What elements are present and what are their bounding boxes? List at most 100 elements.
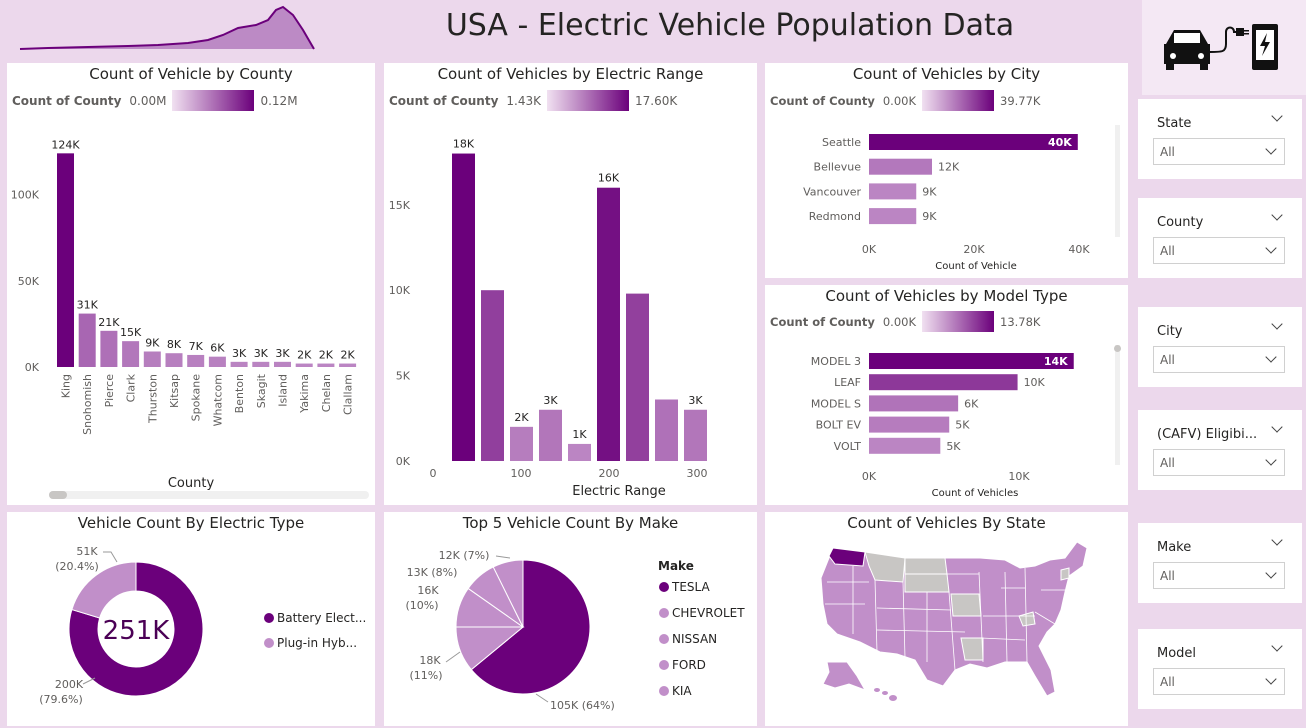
x-tick-label: 200: [599, 467, 620, 480]
data-label: 21K: [98, 316, 120, 329]
vertical-scrollbar[interactable]: [1115, 125, 1120, 237]
data-label: 2K: [297, 349, 312, 362]
slicer-dropdown[interactable]: All: [1153, 237, 1285, 264]
legend-entry: CHEVROLET: [672, 606, 745, 620]
vertical-scrollbar[interactable]: [1114, 345, 1121, 465]
map-state-gray[interactable]: [864, 551, 906, 583]
chevron-down-icon[interactable]: [1265, 673, 1277, 685]
legend-marker: [659, 634, 669, 644]
usa-state-map[interactable]: [765, 512, 1128, 726]
donut-center-label: 251K: [103, 616, 171, 646]
data-label: 18K: [453, 138, 475, 151]
legend-entry: KIA: [672, 684, 692, 698]
legend-marker: [659, 686, 669, 696]
slicer-title: City: [1157, 324, 1183, 339]
chevron-down-icon[interactable]: [1265, 567, 1277, 579]
slicer-dropdown[interactable]: All: [1153, 346, 1285, 373]
map-state-gray[interactable]: [1018, 611, 1036, 627]
legend-label: Count of County: [389, 93, 499, 108]
slicer-state[interactable]: State All: [1138, 99, 1302, 179]
bar: [869, 374, 1018, 391]
data-label: 12K (7%): [439, 549, 490, 562]
slicer-dropdown[interactable]: All: [1153, 449, 1285, 476]
legend-entry: Battery Elect...: [277, 611, 366, 625]
slicer-title: Make: [1157, 540, 1192, 555]
county-chart-legend: Count of County 0.00M 0.12M: [12, 90, 298, 111]
chevron-down-icon[interactable]: [1265, 242, 1277, 254]
chevron-down-icon[interactable]: [1271, 110, 1283, 122]
slicer-county[interactable]: County All: [1138, 198, 1302, 278]
x-tick-label: Pierce: [103, 374, 116, 408]
map-state-gray[interactable]: [904, 557, 948, 575]
chevron-down-icon[interactable]: [1265, 351, 1277, 363]
scrollbar-thumb[interactable]: [49, 491, 67, 499]
chevron-down-icon[interactable]: [1271, 318, 1283, 330]
chevron-down-icon[interactable]: [1271, 209, 1283, 221]
city-chart-title: Count of Vehicles by City: [852, 65, 1041, 83]
pie-slice: [470, 559, 591, 695]
legend-marker: [659, 660, 669, 670]
map-state-gray[interactable]: [950, 593, 982, 617]
data-label: 15K: [120, 326, 142, 339]
legend-title: Make: [658, 559, 694, 573]
chevron-down-icon[interactable]: [1271, 534, 1283, 546]
bar: [869, 208, 917, 225]
legend-label: Count of County: [770, 93, 875, 108]
slicer-model[interactable]: Model All: [1138, 629, 1302, 709]
horizontal-scrollbar[interactable]: [49, 491, 369, 499]
state-map-card: Count of Vehicles By State: [765, 512, 1128, 726]
y-tick-label: 100K: [11, 189, 40, 202]
x-axis-title: Count of Vehicles: [932, 488, 1019, 499]
scrollbar-thumb[interactable]: [1114, 345, 1121, 352]
make-chart-title: Top 5 Vehicle Count By Make: [462, 514, 679, 532]
leader-line: [445, 651, 461, 663]
map-state-gray[interactable]: [960, 637, 984, 661]
x-tick-label: Skagit: [255, 373, 268, 408]
map-state-alaska[interactable]: [822, 661, 867, 691]
data-label: 200K: [55, 678, 84, 691]
slicer-cafv[interactable]: (CAFV) Eligibi... All: [1138, 410, 1302, 490]
x-tick-label: Thurston: [146, 374, 159, 424]
map-state-gray[interactable]: [904, 573, 950, 593]
city-bar-chart: Seattle 40K Bellevue 12K Vancouver 9K Redmond 9…: [803, 134, 1090, 272]
chevron-down-icon[interactable]: [1271, 640, 1283, 652]
bar: [869, 134, 1078, 150]
map-state-washington[interactable]: [828, 547, 866, 567]
legend-marker: [659, 608, 669, 618]
slicer-make[interactable]: Make All: [1138, 523, 1302, 603]
data-label: 6K: [964, 397, 979, 410]
leader-line: [103, 551, 118, 563]
legend-gradient: [546, 90, 629, 111]
donut-slice: [71, 561, 137, 619]
bar: [252, 361, 270, 367]
data-label: 14K: [1044, 355, 1068, 368]
y-tick-label: 10K: [389, 284, 411, 297]
slicer-title: State: [1157, 116, 1192, 131]
x-tick-label: 20K: [963, 243, 985, 256]
bar: [869, 183, 917, 200]
slicer-city[interactable]: City All: [1138, 307, 1302, 387]
chevron-down-icon[interactable]: [1271, 421, 1283, 433]
y-tick-label: Bellevue: [814, 161, 862, 174]
y-tick-label: Redmond: [809, 210, 861, 223]
legend-gradient: [172, 90, 255, 111]
x-tick-label: 40K: [1068, 243, 1090, 256]
map-state-gray[interactable]: [1060, 567, 1070, 581]
model-bar-chart: MODEL 3 14K LEAF 10K MODEL S 6K BOLT EV 5K VOLT 5…: [811, 353, 1074, 499]
map-state-hawaii[interactable]: [874, 688, 897, 701]
range-chart-card: Count of Vehicles by Electric Range Coun…: [384, 63, 757, 505]
chevron-down-icon[interactable]: [1265, 454, 1277, 466]
slicer-dropdown[interactable]: All: [1153, 138, 1285, 165]
data-label: 18K: [419, 654, 441, 667]
chevron-down-icon[interactable]: [1265, 143, 1277, 155]
data-label: 9K: [922, 185, 937, 198]
legend-entry: FORD: [672, 658, 706, 672]
data-label: 105K (64%): [550, 699, 615, 712]
y-tick-label: 0K: [396, 455, 411, 468]
legend-gradient: [922, 90, 994, 111]
bar: [295, 363, 313, 367]
y-tick-label: 0K: [25, 361, 40, 374]
slicer-dropdown[interactable]: All: [1153, 562, 1285, 589]
data-label: (10%): [405, 599, 438, 612]
slicer-dropdown[interactable]: All: [1153, 668, 1285, 695]
